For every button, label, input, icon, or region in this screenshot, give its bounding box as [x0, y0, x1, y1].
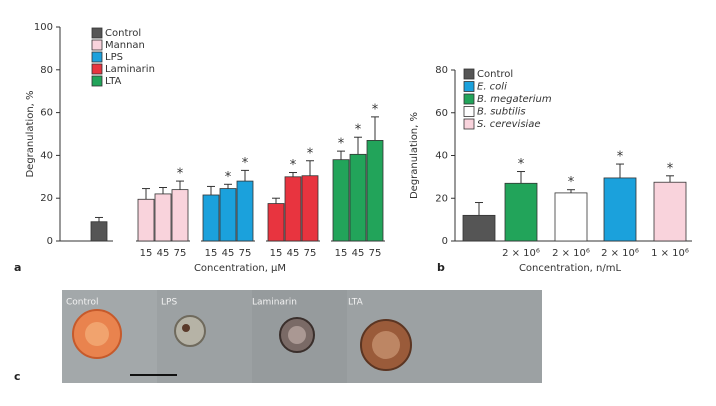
bar	[554, 192, 588, 242]
legend-label: Control	[477, 69, 513, 80]
cell-core	[288, 326, 306, 344]
legend-label: B. subtilis	[477, 107, 526, 118]
significance-marker: *	[290, 158, 297, 173]
photo-label: Laminarin	[252, 298, 297, 308]
x-tick-label: 15	[205, 248, 218, 259]
bar	[171, 189, 189, 242]
bar	[90, 221, 108, 242]
legend-swatch	[91, 27, 103, 39]
significance-marker: *	[242, 156, 249, 171]
x-tick-label: 45	[287, 248, 300, 259]
significance-marker: *	[355, 123, 362, 138]
x-tick-label: 15	[335, 248, 348, 259]
y-tick-label: 80	[40, 65, 53, 76]
x-tick-label: 15	[270, 248, 283, 259]
legend-swatch	[463, 93, 475, 105]
cell	[174, 315, 206, 347]
x-tick-label: 75	[304, 248, 317, 259]
legend-swatch	[463, 81, 475, 92]
y-tick-label: 40	[435, 151, 448, 162]
legend-swatch	[463, 68, 475, 80]
x-axis-label: Concentration, n/mL	[519, 263, 622, 274]
photo-label: LTA	[348, 298, 364, 308]
y-tick-label: 20	[435, 193, 448, 204]
bar	[504, 182, 538, 242]
bar	[202, 194, 220, 242]
y-tick-label: 60	[435, 108, 448, 119]
bar	[366, 140, 384, 242]
photo-label: LPS	[161, 298, 177, 308]
legend-swatch	[91, 75, 103, 87]
legend-label: B. megaterium	[477, 94, 552, 105]
x-tick-label: 1 × 10⁶	[651, 248, 689, 259]
x-tick-label: 45	[222, 248, 235, 259]
bar	[301, 175, 319, 242]
significance-marker: *	[372, 102, 379, 117]
panel-label: c	[14, 370, 21, 383]
legend-label: Control	[105, 28, 141, 39]
x-tick-label: 2 × 10⁶	[601, 248, 639, 259]
panel-label: a	[14, 261, 21, 274]
bar	[284, 176, 302, 242]
significance-marker: *	[667, 161, 674, 176]
significance-marker: *	[617, 150, 624, 165]
bar	[219, 188, 237, 242]
bar	[332, 159, 350, 242]
y-axis-label: Degranulation, %	[409, 112, 420, 199]
x-tick-label: 45	[157, 248, 170, 259]
bar	[267, 203, 285, 242]
bar	[349, 153, 367, 242]
x-tick-label: 75	[239, 248, 252, 259]
y-tick-label: 80	[435, 65, 448, 76]
y-tick-label: 100	[34, 22, 53, 33]
legend-label: S. cerevisiae	[477, 119, 541, 130]
x-tick-label: 75	[174, 248, 187, 259]
bar	[603, 177, 637, 242]
y-tick-label: 0	[47, 236, 53, 247]
cell-core	[85, 322, 109, 346]
significance-marker: *	[307, 146, 314, 161]
y-axis-label: Degranulation, %	[25, 90, 36, 177]
legend-label: LPS	[105, 52, 123, 63]
cell-granule	[182, 324, 190, 332]
micrograph: Control LPS Laminarin LTA c	[14, 290, 542, 383]
legend-label: LTA	[105, 76, 122, 87]
x-tick-label: 2 × 10⁶	[502, 248, 540, 259]
significance-marker: *	[338, 137, 345, 152]
significance-marker: *	[518, 157, 525, 172]
photo-label: Control	[66, 298, 99, 308]
y-tick-label: 0	[442, 236, 448, 247]
legend-swatch	[91, 39, 103, 51]
y-tick-label: 40	[40, 150, 53, 161]
bar	[462, 214, 496, 242]
x-tick-label: 45	[352, 248, 365, 259]
legend-label: Laminarin	[105, 64, 155, 75]
y-tick-label: 20	[40, 193, 53, 204]
bar	[653, 181, 687, 242]
cell-core	[372, 331, 400, 359]
legend-swatch	[463, 106, 475, 117]
significance-marker: *	[177, 167, 184, 182]
bar	[137, 198, 155, 242]
legend-swatch	[91, 51, 103, 63]
y-tick-label: 60	[40, 108, 53, 119]
significance-marker: *	[568, 175, 575, 190]
significance-marker: *	[225, 170, 232, 185]
panel-label: b	[437, 261, 445, 274]
legend-label: E. coli	[477, 82, 507, 93]
bar	[236, 180, 254, 242]
legend-swatch	[91, 63, 103, 75]
legend-swatch	[463, 118, 475, 130]
x-tick-label: 15	[140, 248, 153, 259]
bar	[154, 193, 172, 242]
x-tick-label: 2 × 10⁶	[552, 248, 590, 259]
x-tick-label: 75	[369, 248, 382, 259]
x-axis-label: Concentration, μM	[194, 263, 286, 274]
legend-label: Mannan	[105, 40, 145, 51]
